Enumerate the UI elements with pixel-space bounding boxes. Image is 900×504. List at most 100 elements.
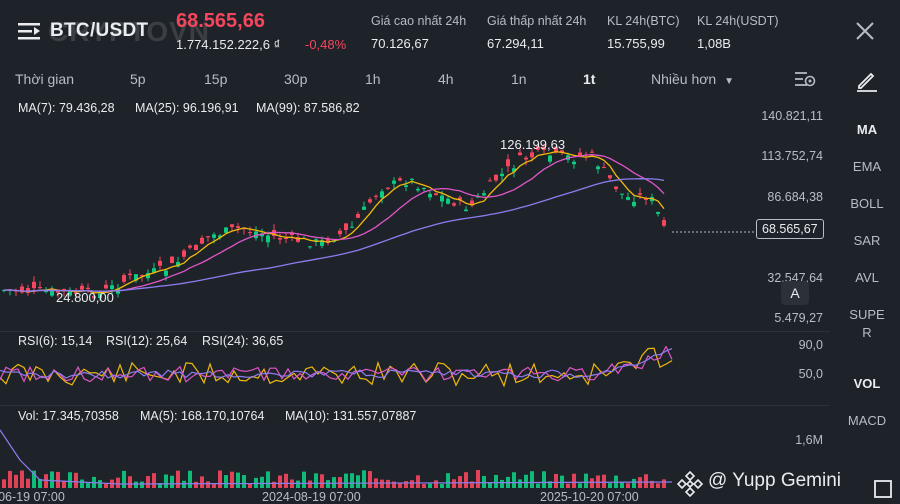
volume-bar <box>434 480 438 488</box>
volume-bar <box>410 480 414 488</box>
stat-vol-btc-value: 15.755,99 <box>607 36 665 51</box>
candle-body <box>104 284 108 289</box>
candle-body <box>362 206 366 210</box>
rsi-line <box>0 346 673 383</box>
candle-body <box>578 152 582 156</box>
rsi-chart <box>0 346 673 388</box>
candle-body <box>236 226 240 228</box>
volume-bar <box>266 471 270 488</box>
volume-bar <box>590 478 594 488</box>
candle-body <box>374 195 378 197</box>
candle-body <box>326 238 330 243</box>
auto-scale-button[interactable]: A <box>781 281 809 305</box>
candle-body <box>662 220 666 226</box>
side-super[interactable]: SUPE R <box>849 307 885 340</box>
volume-bar <box>524 474 528 488</box>
vol-ma-line <box>0 429 673 485</box>
date-label: 2025-10-20 07:00 <box>540 490 639 504</box>
candle-body <box>350 226 354 228</box>
candle-body <box>638 193 642 195</box>
volume-bar <box>548 481 552 488</box>
close-icon[interactable] <box>852 18 878 44</box>
side-avl[interactable]: AVL <box>855 270 879 285</box>
volume-bar <box>428 483 432 488</box>
header: BTC/USDT CRYPTOVN 68.565,66 1.774.152.22… <box>0 0 900 62</box>
side-sar[interactable]: SAR <box>853 233 881 248</box>
volume-bar <box>518 479 522 488</box>
interval-1n[interactable]: 1n <box>511 71 527 87</box>
candle-body <box>488 180 492 182</box>
volume-bar <box>164 474 168 488</box>
price-chart[interactable] <box>0 118 760 328</box>
candle-body <box>404 185 408 187</box>
candle-body <box>428 193 432 198</box>
volume-bar <box>146 476 150 488</box>
stat-low-label: Giá thấp nhất 24h <box>487 14 587 28</box>
interval-4h[interactable]: 4h <box>438 71 454 87</box>
candle-body <box>344 223 348 231</box>
volume-bar <box>338 477 342 488</box>
draw-pencil-icon[interactable] <box>855 68 879 92</box>
side-macd[interactable]: MACD <box>847 413 887 428</box>
menu-icon[interactable] <box>18 21 40 41</box>
volume-bar <box>584 473 588 488</box>
divider <box>0 331 830 332</box>
volume-bar <box>416 475 420 488</box>
interval-30p[interactable]: 30p <box>284 71 308 87</box>
fullscreen-icon[interactable] <box>872 478 894 500</box>
side-boll[interactable]: BOLL <box>850 196 884 211</box>
volume-bar <box>656 483 660 488</box>
volume-bar <box>536 483 540 488</box>
candle-body <box>380 191 384 198</box>
interval-1h[interactable]: 1h <box>365 71 381 87</box>
volume-bar <box>236 472 240 488</box>
candle-body <box>632 201 636 207</box>
candle-body <box>608 175 612 179</box>
candle-body <box>212 234 216 238</box>
volume-bar <box>128 476 132 488</box>
candle-body <box>368 199 372 203</box>
more-intervals[interactable]: Nhiều hơn ▼ <box>651 71 734 87</box>
side-ma[interactable]: MA <box>856 122 878 137</box>
stat-high-label: Giá cao nhất 24h <box>371 14 467 28</box>
ma7-legend: MA(7): 79.436,28 <box>18 101 115 115</box>
volume-bar <box>326 480 330 488</box>
rsi12-legend: RSI(12): 25,64 <box>106 334 188 348</box>
volume-bar <box>62 480 66 488</box>
candle-body <box>2 290 6 292</box>
candle-body <box>134 274 138 281</box>
candle-body <box>416 188 420 191</box>
side-ema[interactable]: EMA <box>852 159 882 174</box>
indicator-settings-icon[interactable] <box>793 69 817 89</box>
stat-high-value: 70.126,67 <box>371 36 429 51</box>
rsi24-legend: RSI(24): 36,65 <box>202 334 284 348</box>
candle-body <box>452 203 456 206</box>
candle-body <box>200 237 204 244</box>
volume-bar <box>572 473 576 488</box>
volume-bar <box>350 473 354 488</box>
volume-bar <box>302 471 306 488</box>
candle-body <box>50 288 54 296</box>
volume-bar <box>476 470 480 488</box>
pair-title[interactable]: BTC/USDT <box>50 20 149 41</box>
candle-body <box>572 161 576 165</box>
interval-1t[interactable]: 1t <box>583 71 596 87</box>
rsi-axis-label: 50,0 <box>798 367 823 381</box>
volume-bar <box>368 471 372 488</box>
candle-body <box>398 178 402 181</box>
ma99-legend: MA(99): 87.586,82 <box>256 101 360 115</box>
volume-bar <box>422 483 426 488</box>
candle-body <box>230 224 234 227</box>
candle-body <box>140 275 144 277</box>
candle-body <box>242 228 246 230</box>
candle-body <box>506 159 510 167</box>
more-intervals-label: Nhiều hơn <box>651 71 717 87</box>
candle-body <box>44 291 48 293</box>
volume-bar <box>14 474 18 488</box>
interval-15p[interactable]: 15p <box>204 71 228 87</box>
side-vol[interactable]: VOL <box>853 376 881 391</box>
candle-body <box>464 209 468 212</box>
candle-body <box>86 287 90 289</box>
candle-body <box>158 260 162 266</box>
interval-5p[interactable]: 5p <box>130 71 146 87</box>
